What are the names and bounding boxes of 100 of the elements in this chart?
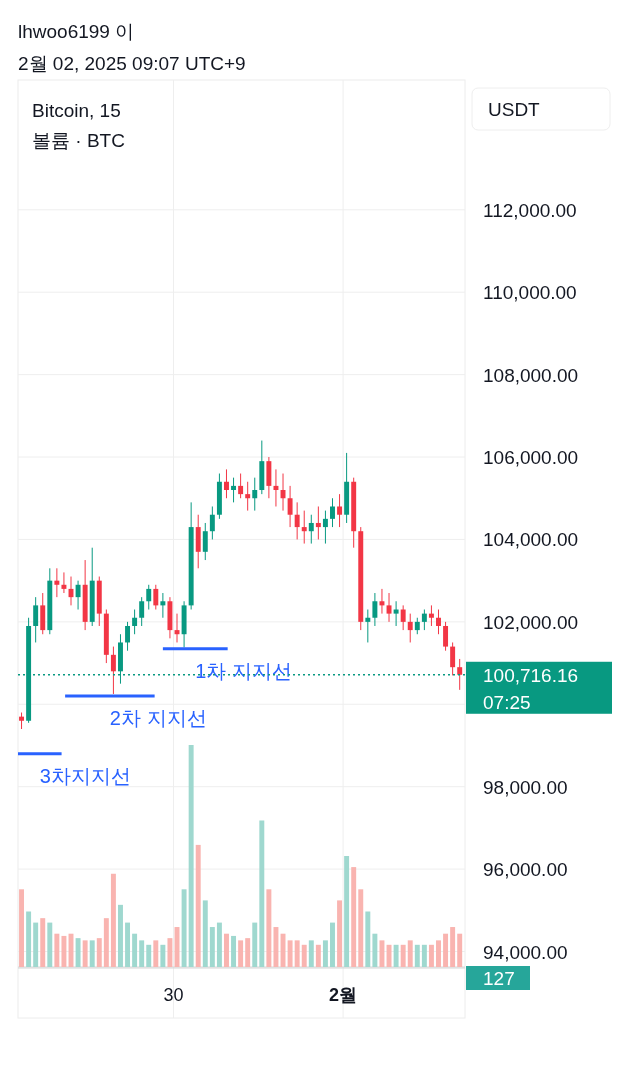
- x-tick-label: 30: [163, 985, 184, 1005]
- y-tick-label: 112,000.00: [483, 199, 577, 221]
- candlestick: [273, 468, 279, 507]
- bar: [301, 944, 307, 967]
- candlestick: [125, 621, 131, 652]
- bar: [238, 940, 244, 967]
- bar: [19, 889, 25, 967]
- candlestick: [407, 613, 413, 643]
- bar: [96, 938, 102, 967]
- candlestick: [428, 604, 434, 627]
- bar: [358, 889, 364, 967]
- candlestick: [252, 477, 258, 512]
- bar: [54, 933, 60, 967]
- candlestick: [61, 571, 67, 594]
- candlestick: [110, 646, 116, 695]
- candlestick: [287, 485, 293, 528]
- candlestick: [245, 481, 251, 512]
- candlestick: [153, 584, 159, 610]
- bar: [89, 940, 95, 967]
- bar: [379, 940, 385, 967]
- candlestick: [443, 621, 449, 652]
- bar: [365, 911, 371, 967]
- bar: [259, 820, 265, 967]
- candlestick: [330, 497, 335, 528]
- candlestick: [33, 596, 39, 643]
- text: USDT: [488, 99, 541, 120]
- bar: [118, 904, 123, 967]
- text: lhwoo6199 이: [18, 21, 135, 42]
- bar: [209, 927, 215, 967]
- bar: [103, 918, 109, 967]
- bar: [414, 944, 420, 967]
- series-label: 1차 지지선: [195, 659, 292, 682]
- text: Bitcoin, 15: [32, 100, 121, 121]
- candlestick: [224, 468, 229, 499]
- bar: [386, 944, 392, 967]
- bar: [216, 922, 222, 967]
- bar: [273, 927, 279, 967]
- candlestick: [209, 505, 215, 540]
- bar: [308, 940, 314, 967]
- bar: [287, 940, 293, 967]
- candlestick: [202, 522, 208, 561]
- text: 07:25: [483, 692, 531, 713]
- bar: [330, 922, 335, 967]
- bar: [75, 938, 81, 967]
- bar: [421, 944, 427, 967]
- bar: [26, 911, 32, 967]
- candlestick: [54, 567, 60, 598]
- candlestick: [231, 477, 237, 503]
- candlestick: [365, 609, 371, 643]
- candlestick: [337, 493, 343, 528]
- bar: [400, 944, 406, 967]
- bar: [393, 944, 399, 967]
- candlestick: [75, 580, 81, 610]
- candlestick: [308, 514, 314, 545]
- annotation: 볼륨 · BTC: [32, 130, 125, 151]
- bar: [202, 900, 208, 967]
- bar: [266, 889, 272, 967]
- bar: [231, 935, 237, 967]
- series-label: 3차지지선: [39, 764, 131, 787]
- candlestick: [372, 592, 378, 627]
- bar: [428, 944, 434, 967]
- candlestick: [322, 510, 328, 545]
- bar: [224, 933, 229, 967]
- bar: [181, 889, 187, 967]
- bar: [436, 940, 441, 967]
- bar: [125, 922, 131, 967]
- text: 127: [483, 968, 515, 989]
- candlestick: [238, 473, 244, 499]
- ref-line-label: 100,716.16: [483, 664, 579, 686]
- bar: [457, 933, 463, 967]
- bar: [40, 918, 46, 967]
- candlestick: [315, 505, 321, 540]
- bar: [110, 873, 116, 967]
- bar: [315, 944, 321, 967]
- y-tick-label: 110,000.00: [483, 282, 577, 304]
- bar: [160, 944, 166, 967]
- bar: [450, 927, 456, 967]
- candlestick: [421, 609, 427, 631]
- bar: [188, 745, 194, 967]
- candlestick: [379, 588, 385, 615]
- bar: [337, 900, 343, 967]
- candlestick: [450, 641, 456, 676]
- candlestick: [132, 609, 138, 635]
- bar: [344, 856, 350, 967]
- bar: [294, 940, 300, 967]
- bar: [351, 867, 357, 967]
- bar: [153, 940, 159, 967]
- y-tick-label: 96,000.00: [483, 859, 568, 881]
- bar: [195, 844, 201, 967]
- bar: [33, 922, 39, 967]
- candlestick: [160, 592, 166, 619]
- candlestick: [139, 596, 145, 627]
- candlestick: [301, 510, 307, 545]
- y-tick-label: 94,000.00: [483, 941, 568, 963]
- bar: [167, 938, 173, 967]
- bar: [132, 933, 138, 967]
- series-label: 2차 지지선: [109, 707, 207, 730]
- x-tick-label: 2월: [329, 985, 358, 1005]
- y-tick-label: 106,000.00: [483, 447, 579, 469]
- bar: [61, 935, 67, 967]
